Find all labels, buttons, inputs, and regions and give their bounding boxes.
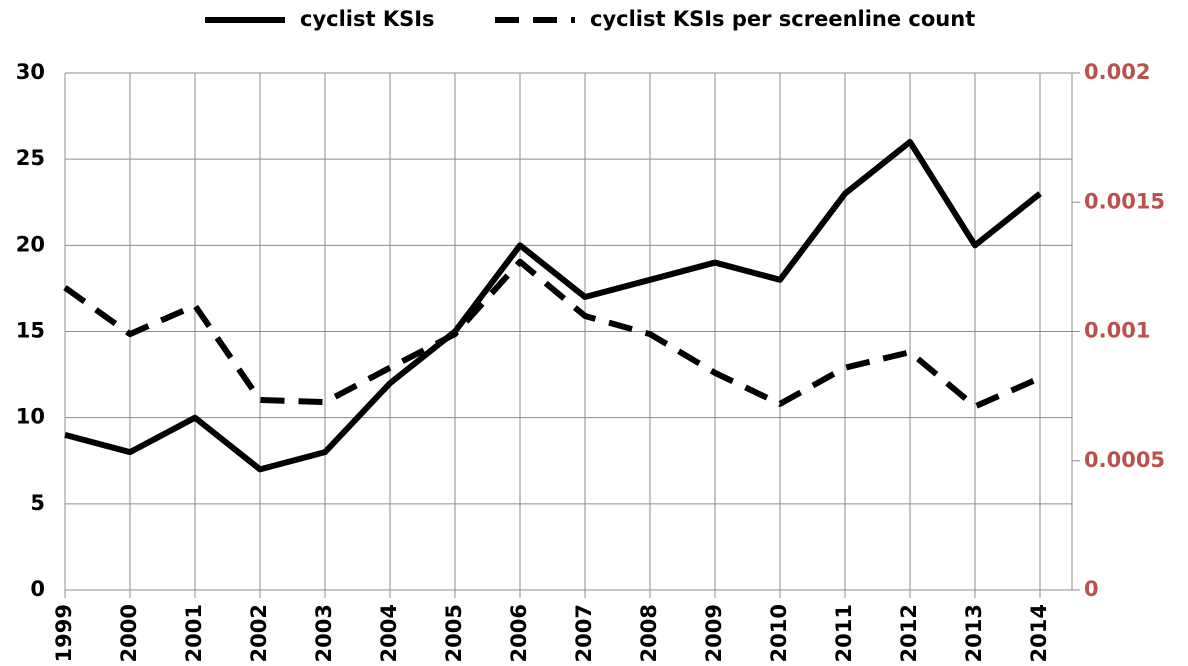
x-tick-label: 2014 — [1027, 604, 1051, 662]
legend-label: cyclist KSIs per screenline count — [590, 7, 975, 31]
y2-tick-label: 0 — [1084, 577, 1099, 601]
y-tick-label: 5 — [30, 491, 45, 515]
x-tick-label: 2013 — [962, 604, 986, 662]
x-tick-label: 2007 — [572, 604, 596, 662]
line-series — [64, 138, 1042, 473]
x-tick-label: 2003 — [312, 604, 336, 662]
y-tick-label: 10 — [16, 405, 45, 429]
x-tick-label: 2000 — [117, 604, 141, 662]
x-tick-label: 2011 — [832, 604, 856, 662]
y-tick-label: 15 — [16, 319, 45, 343]
y-tick-label: 30 — [16, 60, 45, 84]
y-tick-label: 20 — [16, 232, 45, 256]
y-tick-label: 0 — [30, 577, 45, 601]
x-tick-label: 2002 — [247, 604, 271, 662]
y2-tick-label: 0.001 — [1084, 319, 1150, 343]
x-tick-label: 2009 — [702, 604, 726, 662]
y2-tick-label: 0.002 — [1084, 60, 1150, 84]
x-tick-label: 2010 — [767, 604, 791, 662]
x-tick-label: 2005 — [442, 604, 466, 662]
y2-tick-label: 0.0005 — [1084, 448, 1165, 472]
x-tick-label: 1999 — [52, 604, 76, 662]
x-tick-label: 2004 — [377, 604, 401, 662]
x-tick-label: 2012 — [897, 604, 921, 662]
line-series — [63, 258, 1042, 410]
y-tick-label: 25 — [16, 146, 45, 170]
x-tick-label: 2008 — [637, 604, 661, 662]
legend-label: cyclist KSIs — [300, 7, 435, 31]
y2-tick-label: 0.0015 — [1084, 189, 1165, 213]
x-tick-label: 2001 — [182, 604, 206, 662]
x-tick-label: 2006 — [507, 604, 531, 662]
